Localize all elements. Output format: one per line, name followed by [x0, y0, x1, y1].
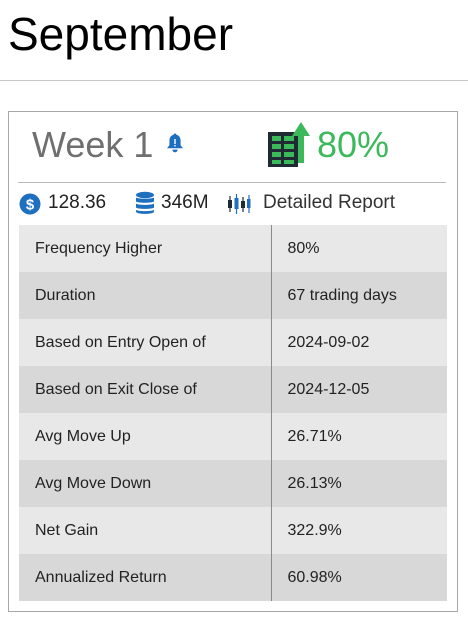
table-row: Avg Move Down 26.13% — [19, 460, 447, 507]
row-label: Duration — [19, 272, 272, 319]
row-value: 67 trading days — [271, 272, 447, 319]
row-value: 26.13% — [271, 460, 447, 507]
frequency-higher-value: 80% — [317, 124, 390, 165]
stats-row: $ 128.36 346M Detailed Report — [19, 190, 449, 216]
page-title: September — [8, 8, 234, 60]
row-value: 2024-09-02 — [271, 319, 447, 366]
report-up-icon — [268, 122, 310, 167]
candlestick-icon[interactable] — [227, 193, 251, 215]
svg-text:$: $ — [26, 197, 35, 214]
week-label: Week 1 — [32, 124, 154, 165]
row-value: 322.9% — [271, 507, 447, 554]
row-label: Based on Entry Open of — [19, 319, 272, 366]
table-row: Net Gain 322.9% — [19, 507, 447, 554]
details-table: Frequency Higher 80% Duration 67 trading… — [19, 225, 447, 601]
detailed-report-link[interactable]: Detailed Report — [263, 192, 396, 213]
week-card: Week 1 80% $ 128.36 — [8, 111, 458, 612]
row-value: 60.98% — [271, 554, 447, 601]
bell-icon[interactable] — [165, 132, 185, 154]
table-row: Duration 67 trading days — [19, 272, 447, 319]
row-value: 2024-12-05 — [271, 366, 447, 413]
row-label: Based on Exit Close of — [19, 366, 272, 413]
row-value: 80% — [271, 225, 447, 272]
table-row: Avg Move Up 26.71% — [19, 413, 447, 460]
dollar-icon: $ — [19, 193, 41, 215]
row-label: Net Gain — [19, 507, 272, 554]
database-icon — [136, 191, 154, 214]
row-label: Annualized Return — [19, 554, 272, 601]
row-label: Avg Move Up — [19, 413, 272, 460]
table-row: Based on Entry Open of 2024-09-02 — [19, 319, 447, 366]
price-value: 128.36 — [48, 192, 107, 213]
row-value: 26.71% — [271, 413, 447, 460]
table-row: Frequency Higher 80% — [19, 225, 447, 272]
table-row: Annualized Return 60.98% — [19, 554, 447, 601]
row-label: Avg Move Down — [19, 460, 272, 507]
volume-value: 346M — [161, 192, 209, 213]
header-divider — [0, 80, 468, 81]
card-divider — [18, 182, 446, 183]
row-label: Frequency Higher — [19, 225, 272, 272]
table-row: Based on Exit Close of 2024-12-05 — [19, 366, 447, 413]
